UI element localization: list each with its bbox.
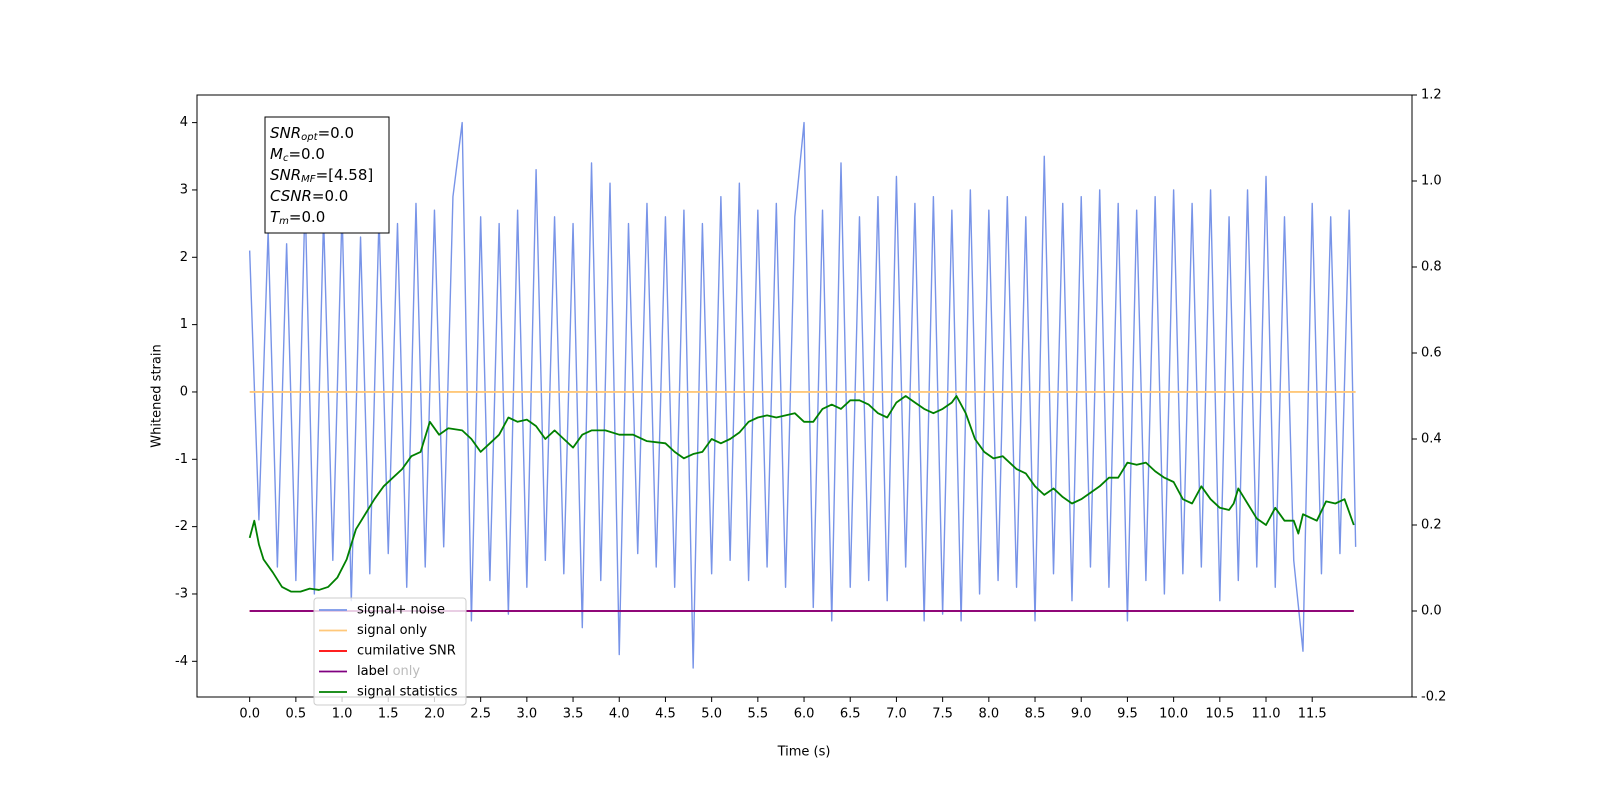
- legend-label: label: [357, 664, 388, 679]
- annotation-text: SNRMF=[4.58]: [270, 166, 373, 186]
- x-tick-label: 1.0: [332, 707, 353, 722]
- annotation-text: Tm=0.0: [270, 208, 325, 228]
- x-tick-label: 8.5: [1025, 707, 1046, 722]
- annotation-value: =0.0: [318, 124, 354, 142]
- legend-overlay-label: label only: [357, 664, 420, 679]
- annotation-value: =[4.58]: [316, 166, 374, 184]
- y2-tick-label: 0.2: [1421, 518, 1442, 533]
- y-tick-label: 4: [180, 115, 188, 130]
- legend-label: cumilative SNR: [357, 644, 456, 659]
- y-tick-label: 3: [180, 182, 188, 197]
- annotation-value: =0.0: [288, 145, 324, 163]
- x-tick-label: 2.5: [470, 707, 491, 722]
- annotation-subscript: opt: [301, 132, 318, 143]
- annotation-value: =0.0: [312, 187, 348, 205]
- x-tick-label: 3.0: [517, 707, 538, 722]
- x-tick-label: 11.0: [1252, 707, 1281, 722]
- x-tick-label: 2.0: [424, 707, 445, 722]
- annotation-text: Mc=0.0: [270, 145, 325, 165]
- y-tick-label: -1: [175, 452, 188, 467]
- x-tick-label: 4.0: [609, 707, 630, 722]
- y2-tick-label: 0.6: [1421, 346, 1442, 361]
- annotation-text: CSNR=0.0: [270, 187, 348, 205]
- x-tick-label: 10.0: [1159, 707, 1188, 722]
- x-tick-label: 0.0: [239, 707, 260, 722]
- annotation-box: [264, 116, 390, 234]
- x-tick-label: 7.0: [886, 707, 907, 722]
- annotation-symbol: T: [270, 208, 281, 226]
- x-tick-label: 3.5: [563, 707, 584, 722]
- legend-label: signal statistics: [357, 685, 458, 700]
- annotation-value: =0.0: [289, 208, 325, 226]
- x-axis-label: Time (s): [777, 745, 831, 760]
- series-line: [248, 121, 1357, 669]
- x-tick-label: 6.5: [840, 707, 861, 722]
- y-axis-label: Whitened strain: [150, 344, 165, 447]
- y-tick-label: 1: [180, 317, 188, 332]
- x-tick-label: 5.0: [701, 707, 722, 722]
- y-tick-label: 2: [180, 250, 188, 265]
- annotation-subscript: m: [279, 216, 289, 227]
- annotation-symbol: CSNR: [270, 187, 312, 205]
- x-tick-label: 10.5: [1205, 707, 1234, 722]
- annotation-subscript: MF: [301, 174, 316, 185]
- legend-box: [313, 597, 467, 706]
- y-tick-label: 0: [180, 384, 188, 399]
- legend-label: signal only: [357, 623, 427, 638]
- x-tick-label: 8.0: [978, 707, 999, 722]
- y2-tick-label: 1.2: [1421, 88, 1442, 103]
- x-tick-label: 1.5: [378, 707, 399, 722]
- x-tick-label: 4.5: [655, 707, 676, 722]
- annotation-symbol: M: [270, 145, 283, 163]
- y2-tick-label: 0.0: [1421, 604, 1442, 619]
- y2-tick-label: 0.8: [1421, 260, 1442, 275]
- legend-label: signal+ noise: [357, 603, 445, 618]
- y-tick-label: -2: [175, 519, 188, 534]
- annotation-text: SNRopt=0.0: [270, 124, 354, 144]
- x-tick-label: 11.5: [1298, 707, 1327, 722]
- x-tick-label: 9.5: [1117, 707, 1138, 722]
- y2-tick-label: 1.0: [1421, 174, 1442, 189]
- annotation-symbol: SNR: [270, 166, 301, 184]
- x-tick-label: 7.5: [932, 707, 953, 722]
- x-tick-label: 6.0: [794, 707, 815, 722]
- annotation-subscript: c: [283, 153, 289, 164]
- y2-tick-label: -0.2: [1421, 690, 1446, 705]
- series-line: [248, 395, 1355, 593]
- x-tick-label: 5.5: [747, 707, 768, 722]
- x-tick-label: 0.5: [286, 707, 307, 722]
- y2-tick-label: 0.4: [1421, 432, 1442, 447]
- annotation-symbol: SNR: [270, 124, 301, 142]
- y-tick-label: -3: [175, 586, 188, 601]
- y-tick-label: -4: [175, 654, 188, 669]
- x-tick-label: 9.0: [1071, 707, 1092, 722]
